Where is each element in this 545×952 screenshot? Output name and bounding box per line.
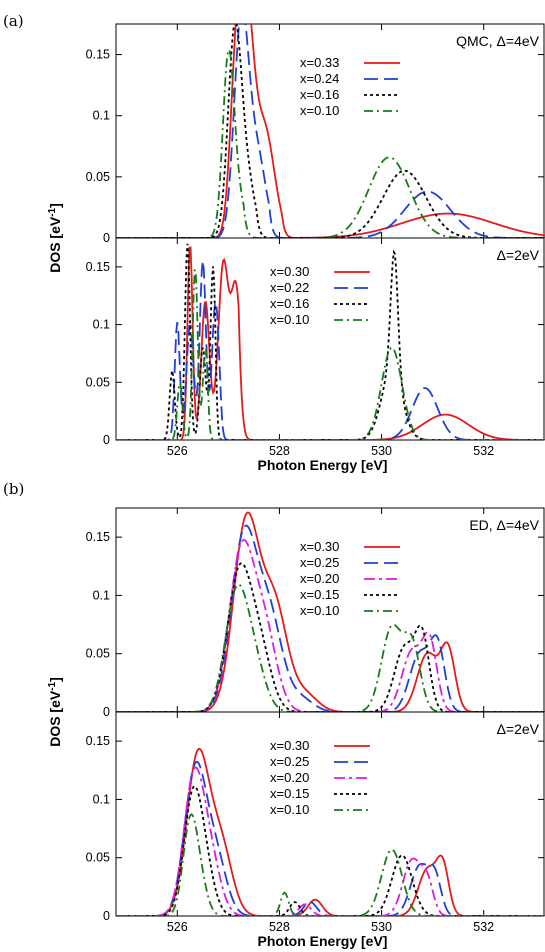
chart-title: Δ=2eV: [497, 721, 540, 737]
chart-title: ED, Δ=4eV: [469, 517, 539, 533]
series-group: [116, 243, 545, 440]
legend-label: x=0.16: [270, 296, 309, 311]
chart-title: QMC, Δ=4eV: [456, 33, 540, 49]
legend-label: x=0.10: [270, 802, 309, 817]
series-line-x=0.30: [116, 246, 545, 440]
y-tick-label: 0.05: [86, 851, 110, 865]
legend-label: x=0.16: [300, 87, 339, 102]
legend-label: x=0.33: [300, 55, 339, 70]
y-tick-label: 0: [103, 909, 110, 923]
x-tick-label: 532: [473, 920, 494, 934]
y-tick-label: 0.05: [86, 375, 110, 389]
x-tick-label: 526: [167, 920, 188, 934]
legend-label: x=0.10: [270, 312, 309, 327]
plot-frame: [115, 711, 545, 917]
y-axis-label: DOS [eV-1]: [47, 203, 63, 273]
series-line-x=0.25: [116, 760, 545, 916]
chart-title: Δ=2eV: [497, 247, 540, 263]
legend-label: x=0.15: [270, 786, 309, 801]
y-tick-label: 0.1: [93, 792, 110, 806]
plot-frame: [115, 237, 545, 441]
y-tick-label: 0: [103, 705, 110, 719]
chart-a-top: 0 0.05 0.1 0.15 QMC, Δ=4eV x=0.33x=0.24x=0.16…: [86, 23, 545, 245]
series-line-x=0.16: [116, 24, 545, 238]
x-tick-label: 528: [269, 444, 290, 458]
series-line-x=0.10: [116, 269, 545, 440]
legend-label: x=0.25: [270, 754, 309, 769]
y-tick-label: 0.15: [86, 48, 110, 62]
y-tick-label: 0.05: [86, 170, 110, 184]
y-tick-label: 0.15: [86, 260, 110, 274]
y-axis-label: DOS [eV-1]: [47, 677, 63, 747]
legend-label: x=0.10: [300, 603, 339, 618]
x-tick-label: 530: [371, 444, 392, 458]
series-line-x=0.16: [116, 243, 545, 440]
series-group: [116, 747, 545, 916]
y-tick-label: 0.05: [86, 647, 110, 661]
legend-label: x=0.22: [270, 280, 309, 295]
x-axis-label: Photon Energy [eV]: [258, 457, 388, 473]
y-tick-label: 0.1: [93, 588, 110, 602]
legend-label: x=0.24: [300, 71, 339, 86]
legend-label: x=0.30: [270, 264, 309, 279]
series-line-x=0.22: [116, 260, 545, 440]
x-tick-label: 528: [269, 920, 290, 934]
legend-label: x=0.30: [270, 738, 309, 753]
x-axis-label: Photon Energy [eV]: [258, 933, 388, 949]
y-tick-label: 0: [103, 231, 110, 245]
series-line-x=0.30: [116, 747, 545, 916]
y-tick-label: 0.1: [93, 318, 110, 332]
series-line-x=0.15: [116, 785, 545, 916]
series-line-x=0.20: [116, 766, 545, 916]
legend-label: x=0.20: [300, 571, 339, 586]
legend-label: x=0.30: [300, 539, 339, 554]
y-tick-label: 0.15: [86, 734, 110, 748]
legend-label: x=0.20: [270, 770, 309, 785]
x-tick-label: 526: [167, 444, 188, 458]
legend-label: x=0.25: [300, 555, 339, 570]
chart-a-bottom: 0 0.05 0.1 0.15 526 528 530 532 Δ=2eV x=0.30x=0.2…: [86, 237, 545, 473]
y-tick-label: 0.15: [86, 530, 110, 544]
panel-label-b: (b): [3, 480, 24, 498]
x-tick-label: 532: [473, 444, 494, 458]
legend-label: x=0.10: [300, 103, 339, 118]
panel-label-a: (a): [3, 12, 24, 30]
y-tick-label: 0: [103, 433, 110, 447]
y-tick-label: 0.1: [93, 109, 110, 123]
x-tick-label: 530: [371, 920, 392, 934]
legend-label: x=0.15: [300, 587, 339, 602]
